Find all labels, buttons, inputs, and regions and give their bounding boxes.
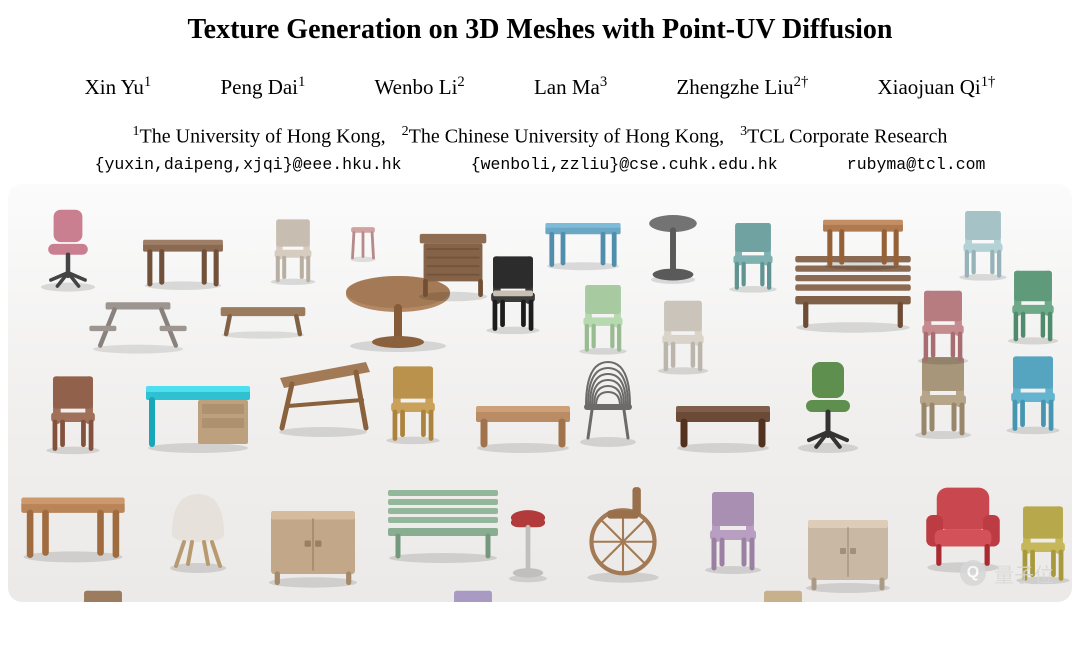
furniture-table	[816, 202, 910, 274]
watermark: Q 量子位	[960, 559, 1054, 588]
furniture-chair	[953, 204, 1013, 285]
furniture-cabinet	[261, 494, 366, 594]
watermark-icon: Q	[960, 560, 986, 586]
furniture-office-chair	[788, 354, 868, 459]
furniture-desk	[138, 364, 258, 459]
furniture-office-chair	[32, 202, 104, 297]
furniture-chair	[380, 358, 447, 448]
furniture-stool-round	[500, 498, 557, 588]
furniture-side-table	[410, 216, 496, 306]
affiliation: 3TCL Corporate Research	[740, 124, 947, 149]
furniture-pedestal	[643, 208, 703, 289]
email-group: rubyma@tcl.com	[847, 155, 986, 174]
furniture-park-bench	[378, 484, 508, 569]
furniture-low-table	[668, 384, 778, 459]
furniture-table	[13, 475, 134, 569]
author: Wenbo Li2	[375, 74, 465, 100]
furniture-chair	[698, 484, 768, 579]
email-list: {yuxin,daipeng,xjqi}@eee.hku.hk {wenboli…	[60, 155, 1020, 174]
affiliation-list: 1The University of Hong Kong, 2The Chine…	[30, 124, 1050, 149]
watermark-text: 量子位	[994, 559, 1054, 588]
author: Xiaojuan Qi1†	[877, 74, 995, 100]
author: Xin Yu1	[85, 74, 152, 100]
furniture-cabinet	[798, 504, 898, 599]
furniture-table	[539, 207, 627, 275]
furniture-low-table	[468, 384, 578, 459]
author: Peng Dai1	[220, 74, 305, 100]
author: Zhengzhe Liu2†	[676, 74, 808, 100]
paper-header: Texture Generation on 3D Meshes with Poi…	[0, 0, 1080, 174]
furniture-chair	[40, 368, 107, 458]
furniture-chair	[1000, 348, 1067, 438]
furniture-drafting	[268, 344, 378, 444]
furniture-chair	[723, 216, 783, 297]
teaser-figure: Q 量子位	[8, 184, 1072, 602]
furniture-shell-chair	[158, 484, 238, 579]
furniture-chair	[573, 278, 633, 359]
email-group: {yuxin,daipeng,xjqi}@eee.hku.hk	[95, 155, 402, 174]
furniture-chair	[265, 213, 321, 289]
email-group: {wenboli,zzliu}@cse.cuhk.edu.hk	[471, 155, 778, 174]
furniture-wire-chair	[568, 354, 648, 454]
author: Lan Ma3	[534, 74, 607, 100]
paper-title: Texture Generation on 3D Meshes with Poi…	[30, 14, 1050, 46]
author-list: Xin Yu1 Peng Dai1 Wenbo Li2 Lan Ma3 Zhen…	[50, 74, 1030, 100]
furniture-table	[136, 222, 230, 294]
affiliation: 1The University of Hong Kong,	[133, 124, 386, 149]
affiliation: 2The Chinese University of Hong Kong,	[402, 124, 725, 149]
furniture-stool	[346, 214, 381, 267]
furniture-chair	[442, 583, 505, 602]
furniture-chair	[72, 583, 135, 602]
furniture-wheel-chair	[576, 478, 671, 588]
furniture-chair	[652, 293, 715, 379]
